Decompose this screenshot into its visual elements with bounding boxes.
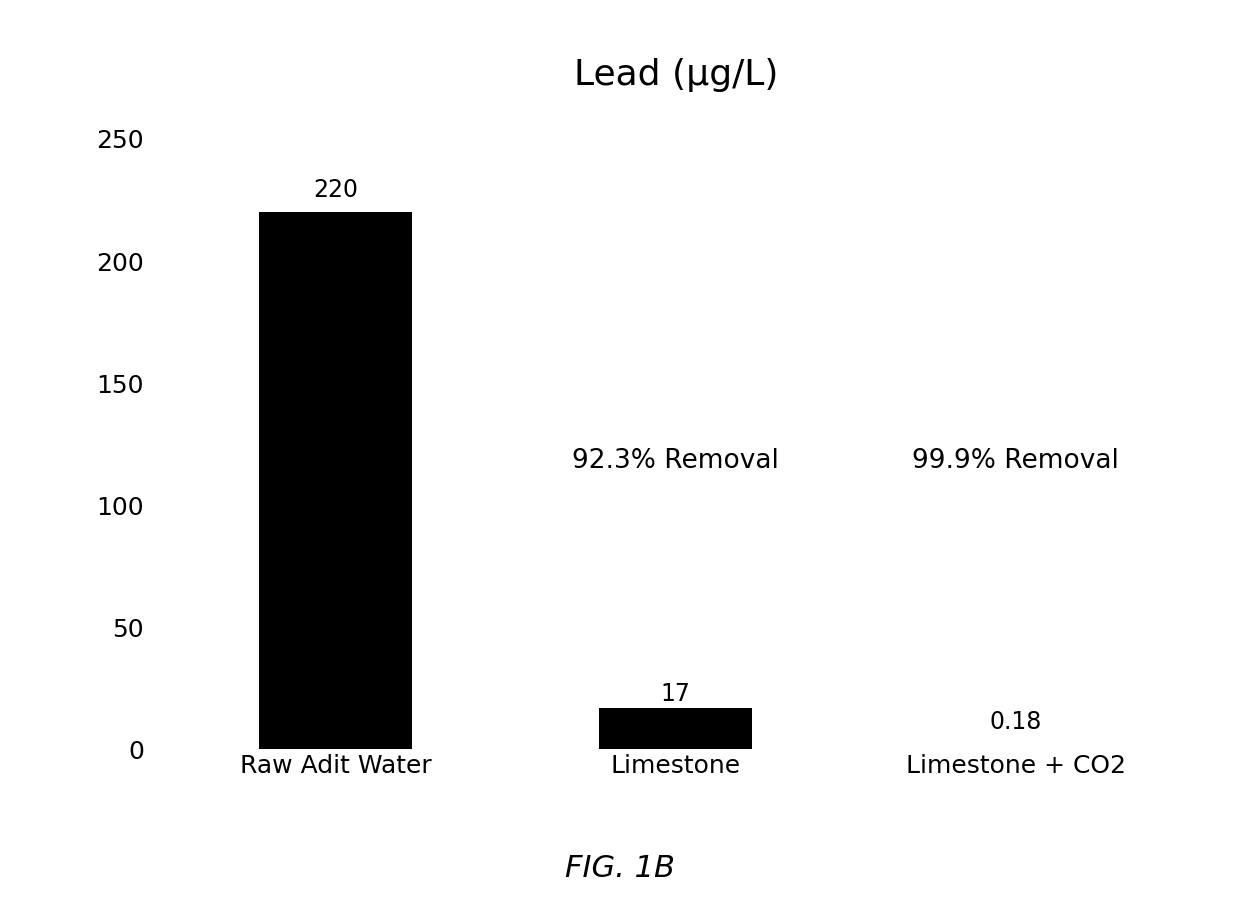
Text: 0.18: 0.18	[990, 710, 1042, 734]
Text: FIG. 1B: FIG. 1B	[565, 854, 675, 883]
Text: 92.3% Removal: 92.3% Removal	[573, 449, 779, 474]
Text: 99.9% Removal: 99.9% Removal	[913, 449, 1120, 474]
Text: 220: 220	[314, 178, 358, 203]
Title: Lead (μg/L): Lead (μg/L)	[574, 58, 777, 91]
Bar	[599, 708, 753, 749]
Bar	[259, 212, 413, 749]
Text: 17: 17	[661, 682, 691, 706]
